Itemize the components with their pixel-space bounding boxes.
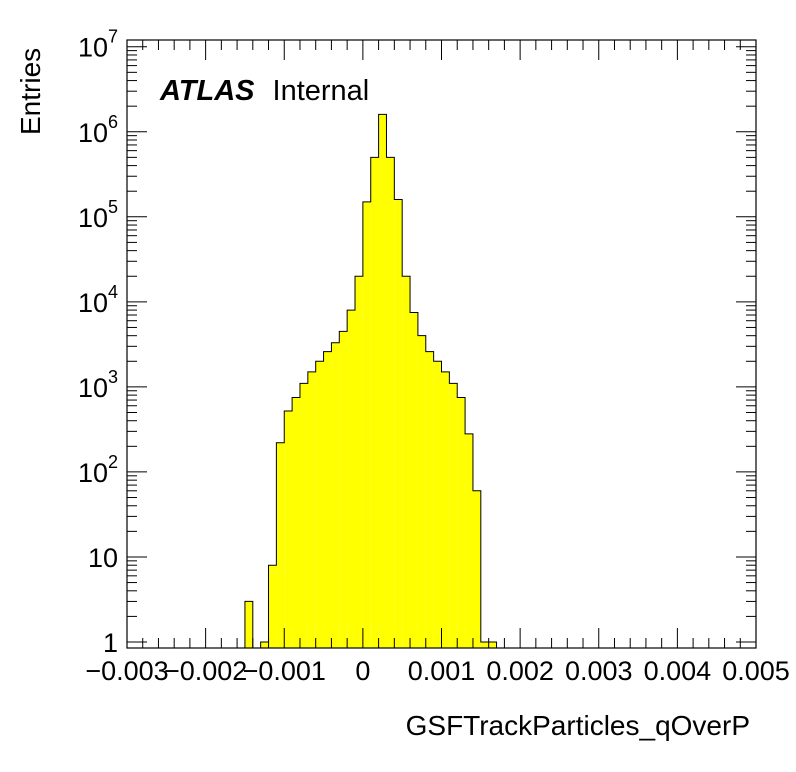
- y-tick-labels: 1 10 102 103 104 105 106 107: [78, 27, 118, 658]
- x-tick-label: 0.001: [408, 656, 476, 686]
- histogram-bar: [299, 383, 308, 648]
- histogram-bar: [410, 312, 418, 648]
- y-axis-label: Entries: [15, 48, 46, 135]
- histogram-bar: [480, 641, 489, 648]
- histogram-bar: [457, 397, 466, 648]
- histogram-bar: [402, 276, 411, 648]
- histogram-bar: [394, 199, 403, 649]
- x-tick-label: 0: [355, 656, 370, 686]
- y-tick-label: 10: [88, 543, 118, 573]
- histogram-bar: [244, 601, 253, 648]
- histogram-bar: [292, 397, 300, 648]
- y-tick-label: 102: [78, 452, 118, 488]
- x-tick-label: 0.002: [486, 656, 554, 686]
- histogram-bar: [386, 157, 395, 648]
- histogram-bar: [307, 371, 316, 648]
- x-tick-label: 0.005: [722, 656, 790, 686]
- histogram-bar: [488, 641, 497, 648]
- x-tick-label: −0.002: [164, 656, 247, 686]
- axis-ticks: [126, 40, 757, 648]
- atlas-label: ATLAS Internal: [159, 75, 369, 107]
- histogram-bar: [331, 342, 340, 648]
- histogram-bar: [355, 276, 363, 648]
- histogram-bar: [347, 310, 356, 648]
- x-axis-label: GSFTrackParticles_qOverP: [406, 710, 750, 741]
- histogram-bar: [441, 371, 450, 648]
- x-tick-label: −0.001: [243, 656, 326, 686]
- histogram-bars: [244, 113, 498, 649]
- histogram-bar: [260, 641, 269, 648]
- y-tick-label: 104: [78, 282, 118, 318]
- histogram-bar: [276, 442, 285, 648]
- atlas-internal-label: Internal: [273, 75, 370, 107]
- y-tick-label: 106: [78, 112, 118, 148]
- atlas-bold-label: ATLAS: [159, 75, 255, 107]
- x-tick-labels: −0.003−0.002−0.001 0 0.001 0.002 0.003 0.004 0…: [85, 656, 789, 686]
- histogram-bar: [323, 351, 332, 648]
- histogram-bar: [268, 565, 277, 648]
- x-tick-label: −0.003: [85, 656, 168, 686]
- y-tick-label: 1: [103, 628, 118, 658]
- y-tick-label: 103: [78, 367, 118, 403]
- histogram-bar: [378, 114, 387, 649]
- y-tick-label: 105: [78, 197, 118, 233]
- histogram-bar: [417, 335, 426, 648]
- histogram-bar: [472, 490, 481, 648]
- histogram-bar: [284, 411, 293, 648]
- histogram-bar: [339, 331, 348, 648]
- histogram-bar: [465, 433, 473, 648]
- histogram-bar: [433, 361, 442, 648]
- histogram-bar: [425, 351, 434, 648]
- histogram-bar: [315, 361, 324, 648]
- histogram-outline: [244, 113, 498, 649]
- x-tick-label: 0.003: [565, 656, 633, 686]
- histogram-bar: [370, 157, 379, 648]
- histogram-bar: [362, 201, 371, 648]
- y-tick-label: 107: [78, 27, 118, 63]
- histogram-bar: [449, 383, 458, 648]
- x-tick-label: 0.004: [644, 656, 712, 686]
